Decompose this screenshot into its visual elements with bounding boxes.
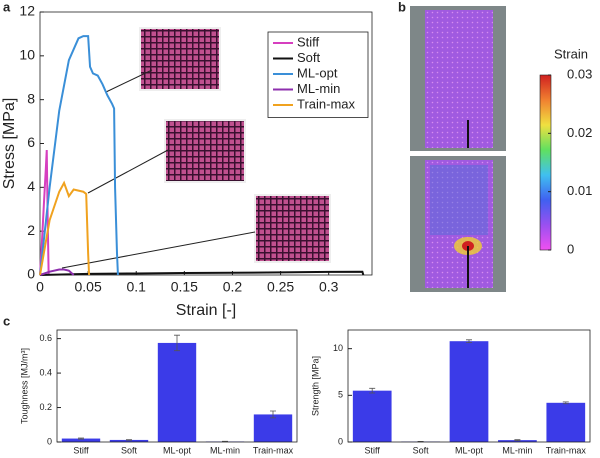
panel-label: c	[3, 313, 10, 328]
y-axis-label: Stress [MPa]	[1, 98, 18, 190]
colorbar-tick-label: 0.02	[567, 125, 592, 140]
axes-frame	[56, 329, 298, 443]
colorbar	[539, 74, 552, 251]
x-tick-label: 0.05	[74, 279, 101, 295]
bar	[109, 439, 149, 442]
x-tick-label: 0.3	[319, 279, 339, 295]
y-axis-label: Toughness [MJ/m³]	[19, 348, 29, 424]
x-tick-label: ML-min	[210, 445, 240, 455]
x-tick-label: 0.1	[126, 279, 146, 295]
y-tick-label: 2	[27, 222, 35, 238]
error-bar	[369, 387, 376, 394]
error-bar	[174, 334, 180, 352]
data-line	[39, 270, 365, 276]
data-line	[39, 150, 50, 276]
data-line	[39, 180, 91, 276]
x-tick-label: ML-opt	[455, 445, 484, 455]
y-tick-label: 5	[338, 390, 343, 400]
x-tick-label: Train-max	[253, 445, 294, 455]
y-tick-label: 0	[338, 436, 343, 446]
legend-label: Soft	[297, 50, 321, 65]
inset-images	[61, 27, 331, 269]
bar	[61, 438, 101, 442]
error-bar	[78, 437, 84, 440]
legend-label: Train-max	[297, 96, 356, 111]
legend-label: ML-min	[297, 81, 340, 96]
bar	[253, 414, 293, 442]
bar	[498, 440, 537, 442]
x-tick-label: Soft	[121, 445, 138, 455]
x-tick-label: 0.15	[171, 279, 198, 295]
error-bar	[466, 339, 472, 343]
legend-label: Stiff	[297, 34, 320, 49]
y-axis-label: Strength [MPa]	[310, 356, 320, 416]
error-bar	[514, 439, 521, 441]
colorbar-tick-label: 0.01	[567, 183, 592, 198]
axes-frame	[347, 329, 591, 443]
x-tick-label: 0.25	[267, 279, 294, 295]
y-tick-label: 10	[19, 47, 35, 63]
y-tick-label: 0	[27, 266, 35, 282]
panel-label: b	[398, 0, 406, 14]
error-bar	[126, 439, 132, 441]
x-tick-label: Stiff	[365, 445, 381, 455]
x-tick-label: Soft	[413, 445, 430, 455]
x-tick-label: 0.2	[223, 279, 243, 295]
error-bar	[270, 410, 276, 419]
y-tick-label: 0.6	[39, 333, 52, 343]
legend-label: ML-opt	[297, 65, 338, 80]
y-tick-label: 0.2	[39, 402, 52, 412]
error-bar	[562, 401, 569, 405]
specimen-images	[410, 6, 506, 292]
bar	[546, 402, 586, 442]
y-tick-label: 12	[19, 3, 35, 19]
y-tick-label: 8	[27, 90, 35, 106]
y-tick-label: 0	[47, 436, 52, 446]
x-tick-label: Train-max	[546, 445, 587, 455]
x-tick-label: ML-opt	[163, 445, 192, 455]
x-axis-label: Strain [-]	[176, 302, 236, 319]
data-line	[39, 35, 119, 276]
bar	[352, 390, 392, 442]
colorbar-title: Strain	[554, 46, 588, 61]
x-tick-label: 0	[36, 279, 44, 295]
colorbar-tick-label: 0	[567, 241, 574, 256]
bar	[157, 342, 197, 442]
panel-label: a	[3, 0, 11, 14]
y-tick-label: 10	[333, 343, 343, 353]
colorbar-tick-label: 0.03	[567, 66, 592, 81]
y-tick-label: 6	[27, 134, 35, 150]
x-tick-label: ML-min	[502, 445, 532, 455]
bar	[449, 341, 489, 442]
y-tick-label: 4	[27, 178, 35, 194]
data-line	[39, 268, 75, 276]
y-tick-label: 0.4	[39, 367, 52, 377]
x-tick-label: Stiff	[73, 445, 89, 455]
